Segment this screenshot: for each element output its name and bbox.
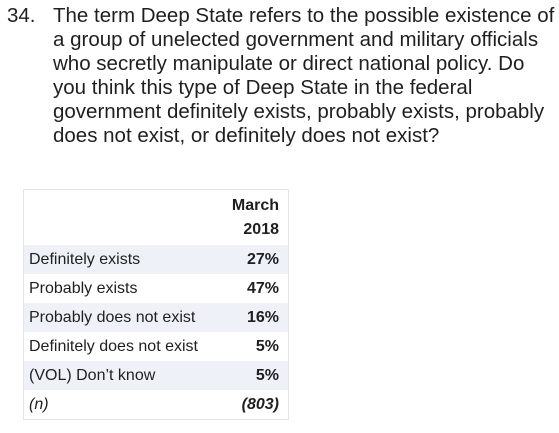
- header-blank-cell: [24, 190, 232, 246]
- table-row: (VOL) Don’t know 5%: [23, 361, 289, 390]
- survey-question: 34. The term Deep State refers to the po…: [7, 4, 555, 148]
- row-label-sample-size: (n): [29, 395, 49, 413]
- table-row: Definitely does not exist 5%: [24, 332, 289, 361]
- row-value-definitely-exists: 27%: [231, 245, 289, 274]
- table-row: Definitely exists 27%: [23, 245, 289, 274]
- results-table: March 2018 Definitely exists 27% Probabl…: [23, 189, 289, 420]
- row-value-definitely-does-not-exist: 5%: [255, 337, 279, 355]
- header-year: 2018: [243, 220, 279, 238]
- row-value-probably-exists: 47%: [246, 279, 279, 297]
- table-row: Probably exists 47%: [24, 274, 289, 303]
- table-row-sample-size: (n) (803): [24, 390, 289, 420]
- row-label-probably-does-not-exist: Probably does not exist: [23, 303, 232, 332]
- question-number: 34.: [7, 4, 36, 27]
- row-value-probably-does-not-exist: 16%: [231, 303, 289, 332]
- row-label-definitely-does-not-exist: Definitely does not exist: [29, 337, 198, 355]
- row-value-dont-know: 5%: [231, 361, 289, 390]
- header-date-cell: March 2018: [232, 190, 289, 246]
- row-label-dont-know: (VOL) Don’t know: [23, 361, 232, 390]
- row-label-definitely-exists: Definitely exists: [23, 245, 232, 274]
- question-text: The term Deep State refers to the possib…: [53, 4, 555, 147]
- row-value-sample-size: (803): [241, 395, 279, 413]
- header-month: March: [231, 196, 279, 214]
- row-label-probably-exists: Probably exists: [29, 279, 138, 297]
- table-row: Probably does not exist 16%: [23, 303, 289, 332]
- table-header-row: March 2018: [24, 190, 289, 246]
